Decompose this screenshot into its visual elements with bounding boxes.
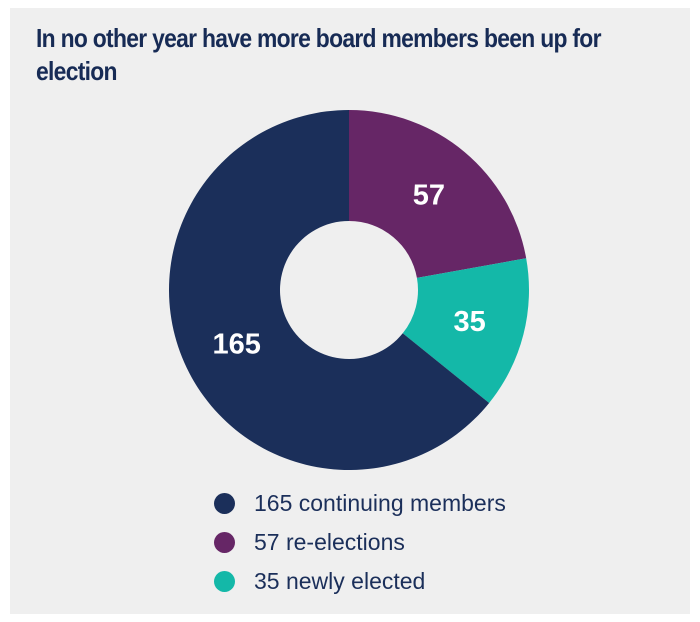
data-label: 57 (413, 180, 445, 212)
legend-dot-icon (214, 493, 235, 514)
chart-title: In no other year have more board members… (36, 23, 601, 86)
data-label: 165 (212, 329, 260, 361)
legend-dot-icon (214, 532, 235, 553)
slice-newly-elected (402, 258, 529, 403)
slice-continuing-members (169, 110, 490, 470)
legend-label: 165 continuing members (254, 490, 506, 516)
slice-re-elections (349, 110, 527, 278)
legend-item: 57 re-elections (214, 523, 506, 562)
legend-label: 57 re-elections (254, 529, 405, 555)
data-label: 35 (453, 306, 485, 338)
legend-label: 35 newly elected (254, 568, 426, 594)
chart-panel (10, 8, 690, 614)
legend-dot-icon (214, 571, 235, 592)
legend: 165 continuing members 57 re-elections 35 … (214, 484, 506, 601)
legend-item: 35 newly elected (214, 562, 506, 601)
legend-item: 165 continuing members (214, 484, 506, 523)
